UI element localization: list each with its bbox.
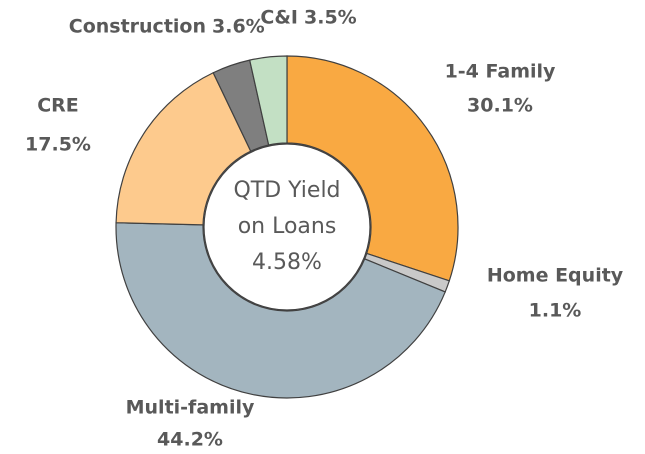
donut-hole — [203, 143, 371, 311]
donut-slice — [115, 71, 252, 226]
donut-slice — [286, 55, 459, 282]
slice-value-label: 30.1% — [467, 95, 533, 117]
center-label: 4.58% — [252, 250, 322, 275]
slice-value-label: 1.1% — [529, 300, 582, 322]
slice-value-label: 17.5% — [25, 134, 91, 156]
slice-label: 1-4 Family — [445, 61, 556, 83]
donut-slice — [248, 55, 288, 146]
slice-label: CRE — [37, 95, 79, 117]
donut-slice — [115, 222, 446, 399]
slice-label: Home Equity — [487, 265, 624, 287]
slice-value-label: 3.5% — [304, 7, 357, 29]
center-label: on Loans — [238, 214, 337, 239]
slice-value-label: 44.2% — [157, 429, 223, 451]
slice-label: Construction — [69, 16, 206, 38]
center-label: QTD Yield — [233, 178, 340, 203]
slice-label: Multi-family — [126, 397, 255, 419]
slice-value-label: 3.6% — [212, 16, 265, 38]
slice-label: C&I — [260, 7, 298, 29]
